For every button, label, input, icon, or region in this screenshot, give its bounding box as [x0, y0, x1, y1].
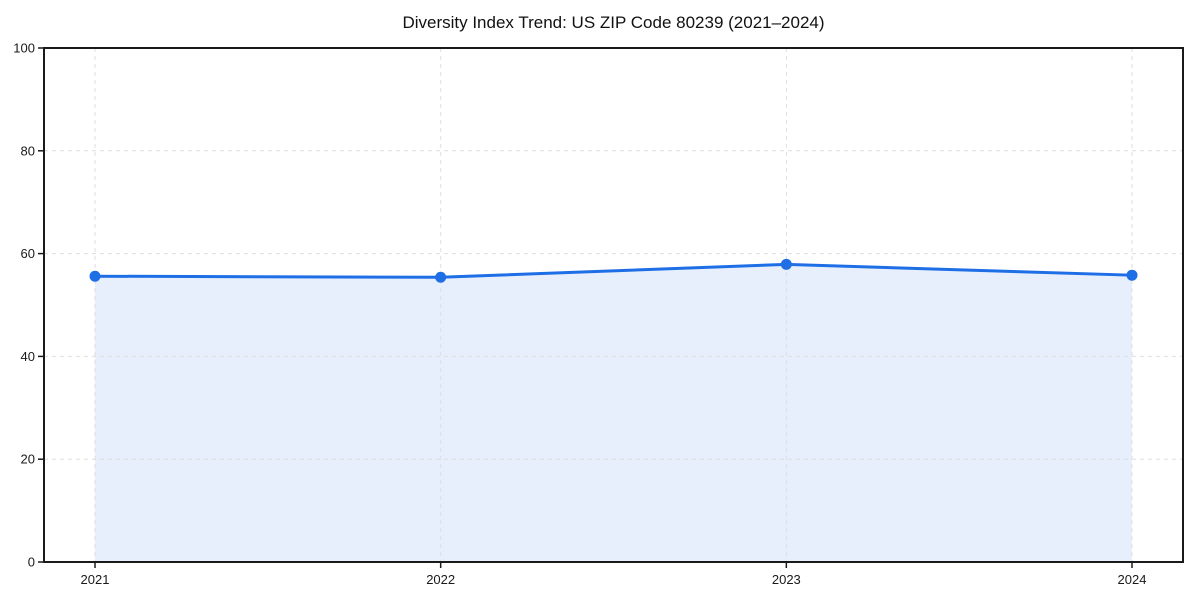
data-point-2022 — [435, 271, 447, 283]
y-tick-label: 60 — [21, 246, 35, 261]
x-tick-label: 2023 — [772, 572, 801, 587]
data-point-2021 — [89, 270, 101, 282]
data-point-2023 — [780, 258, 792, 270]
plot-border — [43, 47, 1184, 563]
x-tick-label: 2024 — [1118, 572, 1147, 587]
y-tick-label: 80 — [21, 143, 35, 158]
data-point-2024 — [1126, 269, 1138, 281]
y-tick-label: 40 — [21, 349, 35, 364]
x-tick-label: 2021 — [81, 572, 110, 587]
trend-line — [93, 262, 1134, 279]
y-tick-label: 0 — [28, 555, 35, 570]
area-fill — [95, 264, 1132, 562]
y-tick-label: 20 — [21, 452, 35, 467]
x-tick-label: 2022 — [426, 572, 455, 587]
y-tick-label: 100 — [13, 41, 35, 56]
chart-title: Diversity Index Trend: US ZIP Code 80239… — [402, 13, 825, 32]
